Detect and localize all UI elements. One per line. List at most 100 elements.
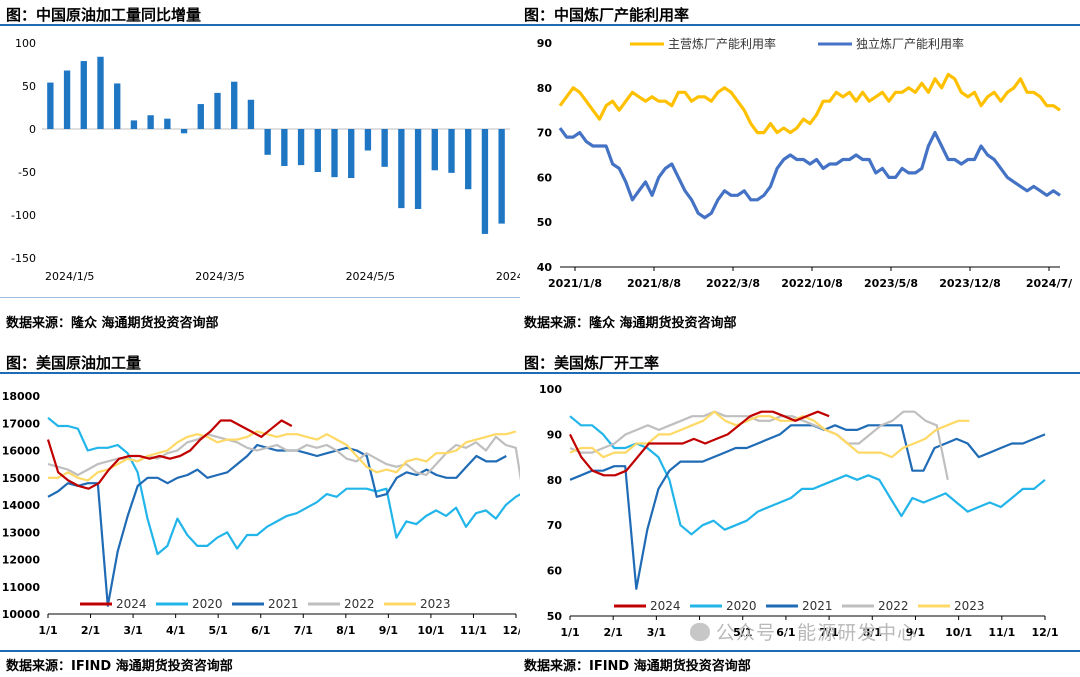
x-tick-label: 2023/5/8 <box>864 277 918 290</box>
chart-us-refinery-utilization: 10090807060501/12/13/14/15/16/17/18/19/1… <box>539 383 1059 639</box>
x-tick-label: 2/1 <box>604 626 623 639</box>
x-tick-label: 6/1 <box>251 624 270 637</box>
bar <box>398 129 405 209</box>
legend-label: 2020 <box>726 599 757 613</box>
bar <box>264 129 271 155</box>
chart-us-crude-runs: 18000 17000 16000 15000 14000 13000 12000 11000… <box>2 390 520 637</box>
x-tick-label: 3/1 <box>647 626 666 639</box>
series-line-2021 <box>47 443 507 607</box>
series-line-2024 <box>569 410 830 477</box>
y-tick-label: 100 <box>539 383 562 396</box>
x-tick-label: 1/1 <box>560 626 579 639</box>
x-tick-label: 2022/3/8 <box>706 277 760 290</box>
y-tick-label: 50 <box>547 610 563 623</box>
bar <box>331 129 338 178</box>
chart-title-refinery-utilization: 图：中国炼厂产能利用率 <box>524 6 690 24</box>
bar <box>197 104 204 129</box>
y-tick-label: 90 <box>537 37 553 50</box>
y-tick-label: 80 <box>547 474 563 487</box>
watermark-text: 公众号 · 能源研发中心 <box>716 622 918 644</box>
x-tick-label: 12/1 <box>1032 626 1059 639</box>
series-line-独立炼厂产能利用率 <box>558 127 1061 220</box>
legend-label: 2022 <box>344 597 375 611</box>
bar <box>431 129 438 171</box>
title-underline <box>0 372 520 374</box>
panel-divider <box>0 297 520 298</box>
chart-refinery-utilization: 90 80 70 60 50 40 2021/1/8 2021/8/8 2022/3/8 2022… <box>537 36 1073 290</box>
y-tick-label: 50 <box>537 216 553 229</box>
series-line-2023 <box>569 410 970 459</box>
bar <box>348 129 355 179</box>
y-tick-label: 50 <box>22 80 36 93</box>
y-tick-label: 10000 <box>2 608 41 621</box>
x-tick-label: 2/1 <box>81 624 100 637</box>
bar <box>481 129 489 234</box>
x-tick-label: 7/1 <box>294 624 313 637</box>
bar <box>381 129 388 167</box>
y-tick-label: 11000 <box>2 581 41 594</box>
x-tick-label: 8/1 <box>336 624 355 637</box>
series-line-2023 <box>48 430 517 482</box>
legend-label: 2021 <box>802 599 833 613</box>
bar <box>465 129 472 190</box>
x-tick-label: 9/1 <box>906 626 925 639</box>
x-tick-label: 2021/8/8 <box>627 277 681 290</box>
y-tick-label: -100 <box>11 209 36 222</box>
legend-label: 2022 <box>878 599 909 613</box>
chart-title-crude-runs-yoy: 图：中国原油加工量同比增量 <box>6 6 202 24</box>
x-tick-label: 11/1 <box>460 624 487 637</box>
y-tick-label: -50 <box>18 166 36 179</box>
legend-label: 独立炼厂产能利用率 <box>856 36 964 51</box>
chart-title-us-crude-runs: 图：美国原油加工量 <box>6 354 142 372</box>
y-tick-label: 13000 <box>2 526 41 539</box>
bar <box>63 70 71 129</box>
y-tick-label: 18000 <box>2 390 41 403</box>
bar <box>180 129 188 134</box>
bar <box>97 56 104 129</box>
y-tick-label: 12000 <box>2 554 41 567</box>
x-tick-label: 2021/1/8 <box>548 277 602 290</box>
y-tick-label: 90 <box>547 428 563 441</box>
legend-label: 2024 <box>116 597 147 611</box>
x-tick-label: 7/1 <box>819 626 838 639</box>
x-tick-label: 8/1 <box>863 626 882 639</box>
chart-title-us-refinery-utilization: 图：美国炼厂开工率 <box>524 354 660 372</box>
x-tick-label: 12/1 <box>503 624 520 637</box>
bar <box>364 129 372 151</box>
y-tick-label: 16000 <box>2 445 41 458</box>
bar <box>498 129 505 224</box>
y-tick-label: 60 <box>537 171 553 184</box>
x-tick-label: 2024/7/ <box>1026 277 1073 290</box>
legend-label: 2020 <box>192 597 223 611</box>
x-tick-label: 2023/12/8 <box>939 277 1001 290</box>
x-tick-label: 1/1 <box>38 624 57 637</box>
x-tick-label: 11/1 <box>988 626 1015 639</box>
chart-crude-runs-yoy: 100 50 0 -50 -100 -150 2024/1/5 2024/3/5 2024/5/… <box>11 37 520 283</box>
x-tick-label: 6/1 <box>776 626 795 639</box>
y-tick-label: -150 <box>11 252 36 265</box>
y-tick-label: 60 <box>547 565 563 578</box>
x-tick-label: 2024/3/5 <box>195 270 244 283</box>
x-tick-label: 2024/5/5 <box>346 270 395 283</box>
x-tick-label: 5/1 <box>209 624 228 637</box>
y-tick-label: 70 <box>547 519 563 532</box>
y-tick-label: 40 <box>537 261 553 274</box>
series-line-2024 <box>46 419 293 490</box>
x-tick-label: 2022/10/8 <box>781 277 843 290</box>
bar <box>297 129 305 166</box>
wechat-icon <box>690 623 710 641</box>
bar <box>448 129 455 173</box>
y-tick-label: 70 <box>537 127 553 140</box>
bar <box>247 99 255 129</box>
bar <box>47 82 54 129</box>
x-tick-label: 5/1 <box>733 626 752 639</box>
series-line-主营炼厂产能利用率 <box>558 72 1061 135</box>
legend-label: 2023 <box>420 597 451 611</box>
bottom-rule <box>0 650 1080 652</box>
series-line-2020 <box>569 415 1046 536</box>
source-note: 数据来源：隆众 海通期货投资咨询部 <box>6 316 219 331</box>
bar <box>231 81 238 129</box>
bar <box>314 129 321 172</box>
x-tick-label: 9/1 <box>379 624 398 637</box>
x-tick-label: 2024/1/5 <box>45 270 94 283</box>
